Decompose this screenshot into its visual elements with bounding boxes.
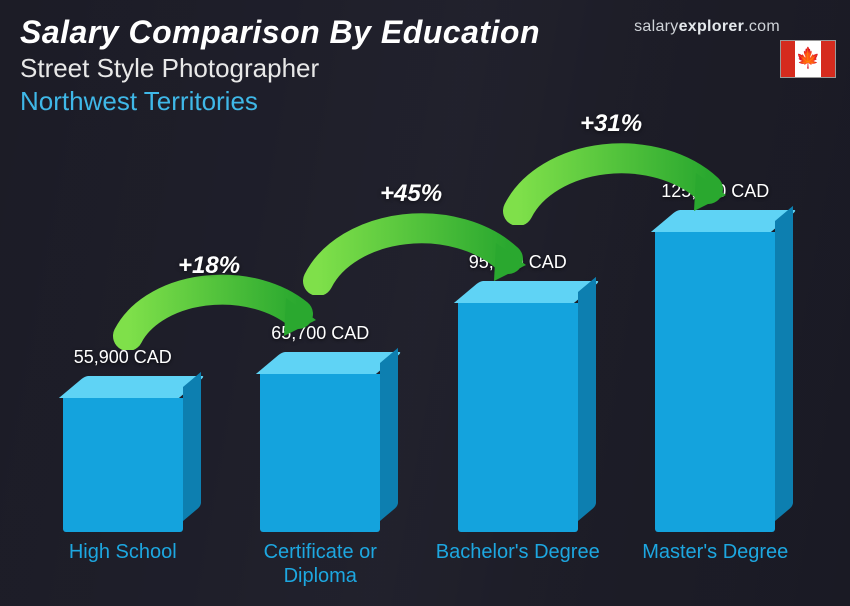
bar-front-face (63, 398, 183, 532)
bar-value-1: 65,700 CAD (271, 323, 369, 344)
bar-3: 125,000 CAD (640, 181, 790, 532)
bar-label-1: Certificate or Diploma (230, 540, 410, 588)
increase-pct-0: +18% (178, 252, 240, 280)
bar-side-face (183, 372, 201, 521)
bar-value-0: 55,900 CAD (74, 347, 172, 368)
bar-label-2: Bachelor's Degree (428, 540, 608, 588)
maple-leaf-icon: 🍁 (796, 49, 821, 69)
chart-subtitle: Street Style Photographer (20, 53, 540, 84)
bar-shape-1 (260, 352, 380, 532)
flag-right-bar (821, 41, 835, 77)
bar-front-face (260, 374, 380, 532)
bar-value-2: 95,300 CAD (469, 252, 567, 273)
bar-value-3: 125,000 CAD (661, 181, 769, 202)
bar-side-face (775, 206, 793, 521)
increase-pct-1: +45% (380, 180, 442, 208)
increase-pct-2: +31% (580, 110, 642, 138)
bar-shape-0 (63, 376, 183, 532)
bar-side-face (380, 348, 398, 521)
brand-logo: salaryexplorer.com (634, 18, 780, 36)
chart-title: Salary Comparison By Education (20, 14, 540, 51)
x-axis-labels: High School Certificate or Diploma Bachelo… (24, 540, 814, 588)
bar-shape-3 (655, 210, 775, 532)
bar-0: 55,900 CAD (48, 347, 198, 532)
bar-chart: 55,900 CAD 65,700 CAD 95,300 CAD 125,000 CA… (24, 158, 814, 588)
country-flag: 🍁 (780, 40, 836, 78)
brand-suffix: .com (744, 18, 780, 35)
brand-part2: explorer (679, 18, 745, 35)
chart-region: Northwest Territories (20, 86, 540, 117)
bar-shape-2 (458, 281, 578, 532)
flag-left-bar (781, 41, 795, 77)
bar-2: 95,300 CAD (443, 252, 593, 532)
bar-front-face (655, 232, 775, 532)
bar-label-0: High School (33, 540, 213, 588)
bar-front-face (458, 303, 578, 532)
header: Salary Comparison By Education Street St… (20, 14, 540, 117)
bar-group: 55,900 CAD 65,700 CAD 95,300 CAD 125,000 CA… (24, 172, 814, 532)
bar-side-face (578, 277, 596, 521)
bar-label-3: Master's Degree (625, 540, 805, 588)
flag-center: 🍁 (795, 41, 821, 77)
brand-part1: salary (634, 18, 678, 35)
bar-1: 65,700 CAD (245, 323, 395, 532)
